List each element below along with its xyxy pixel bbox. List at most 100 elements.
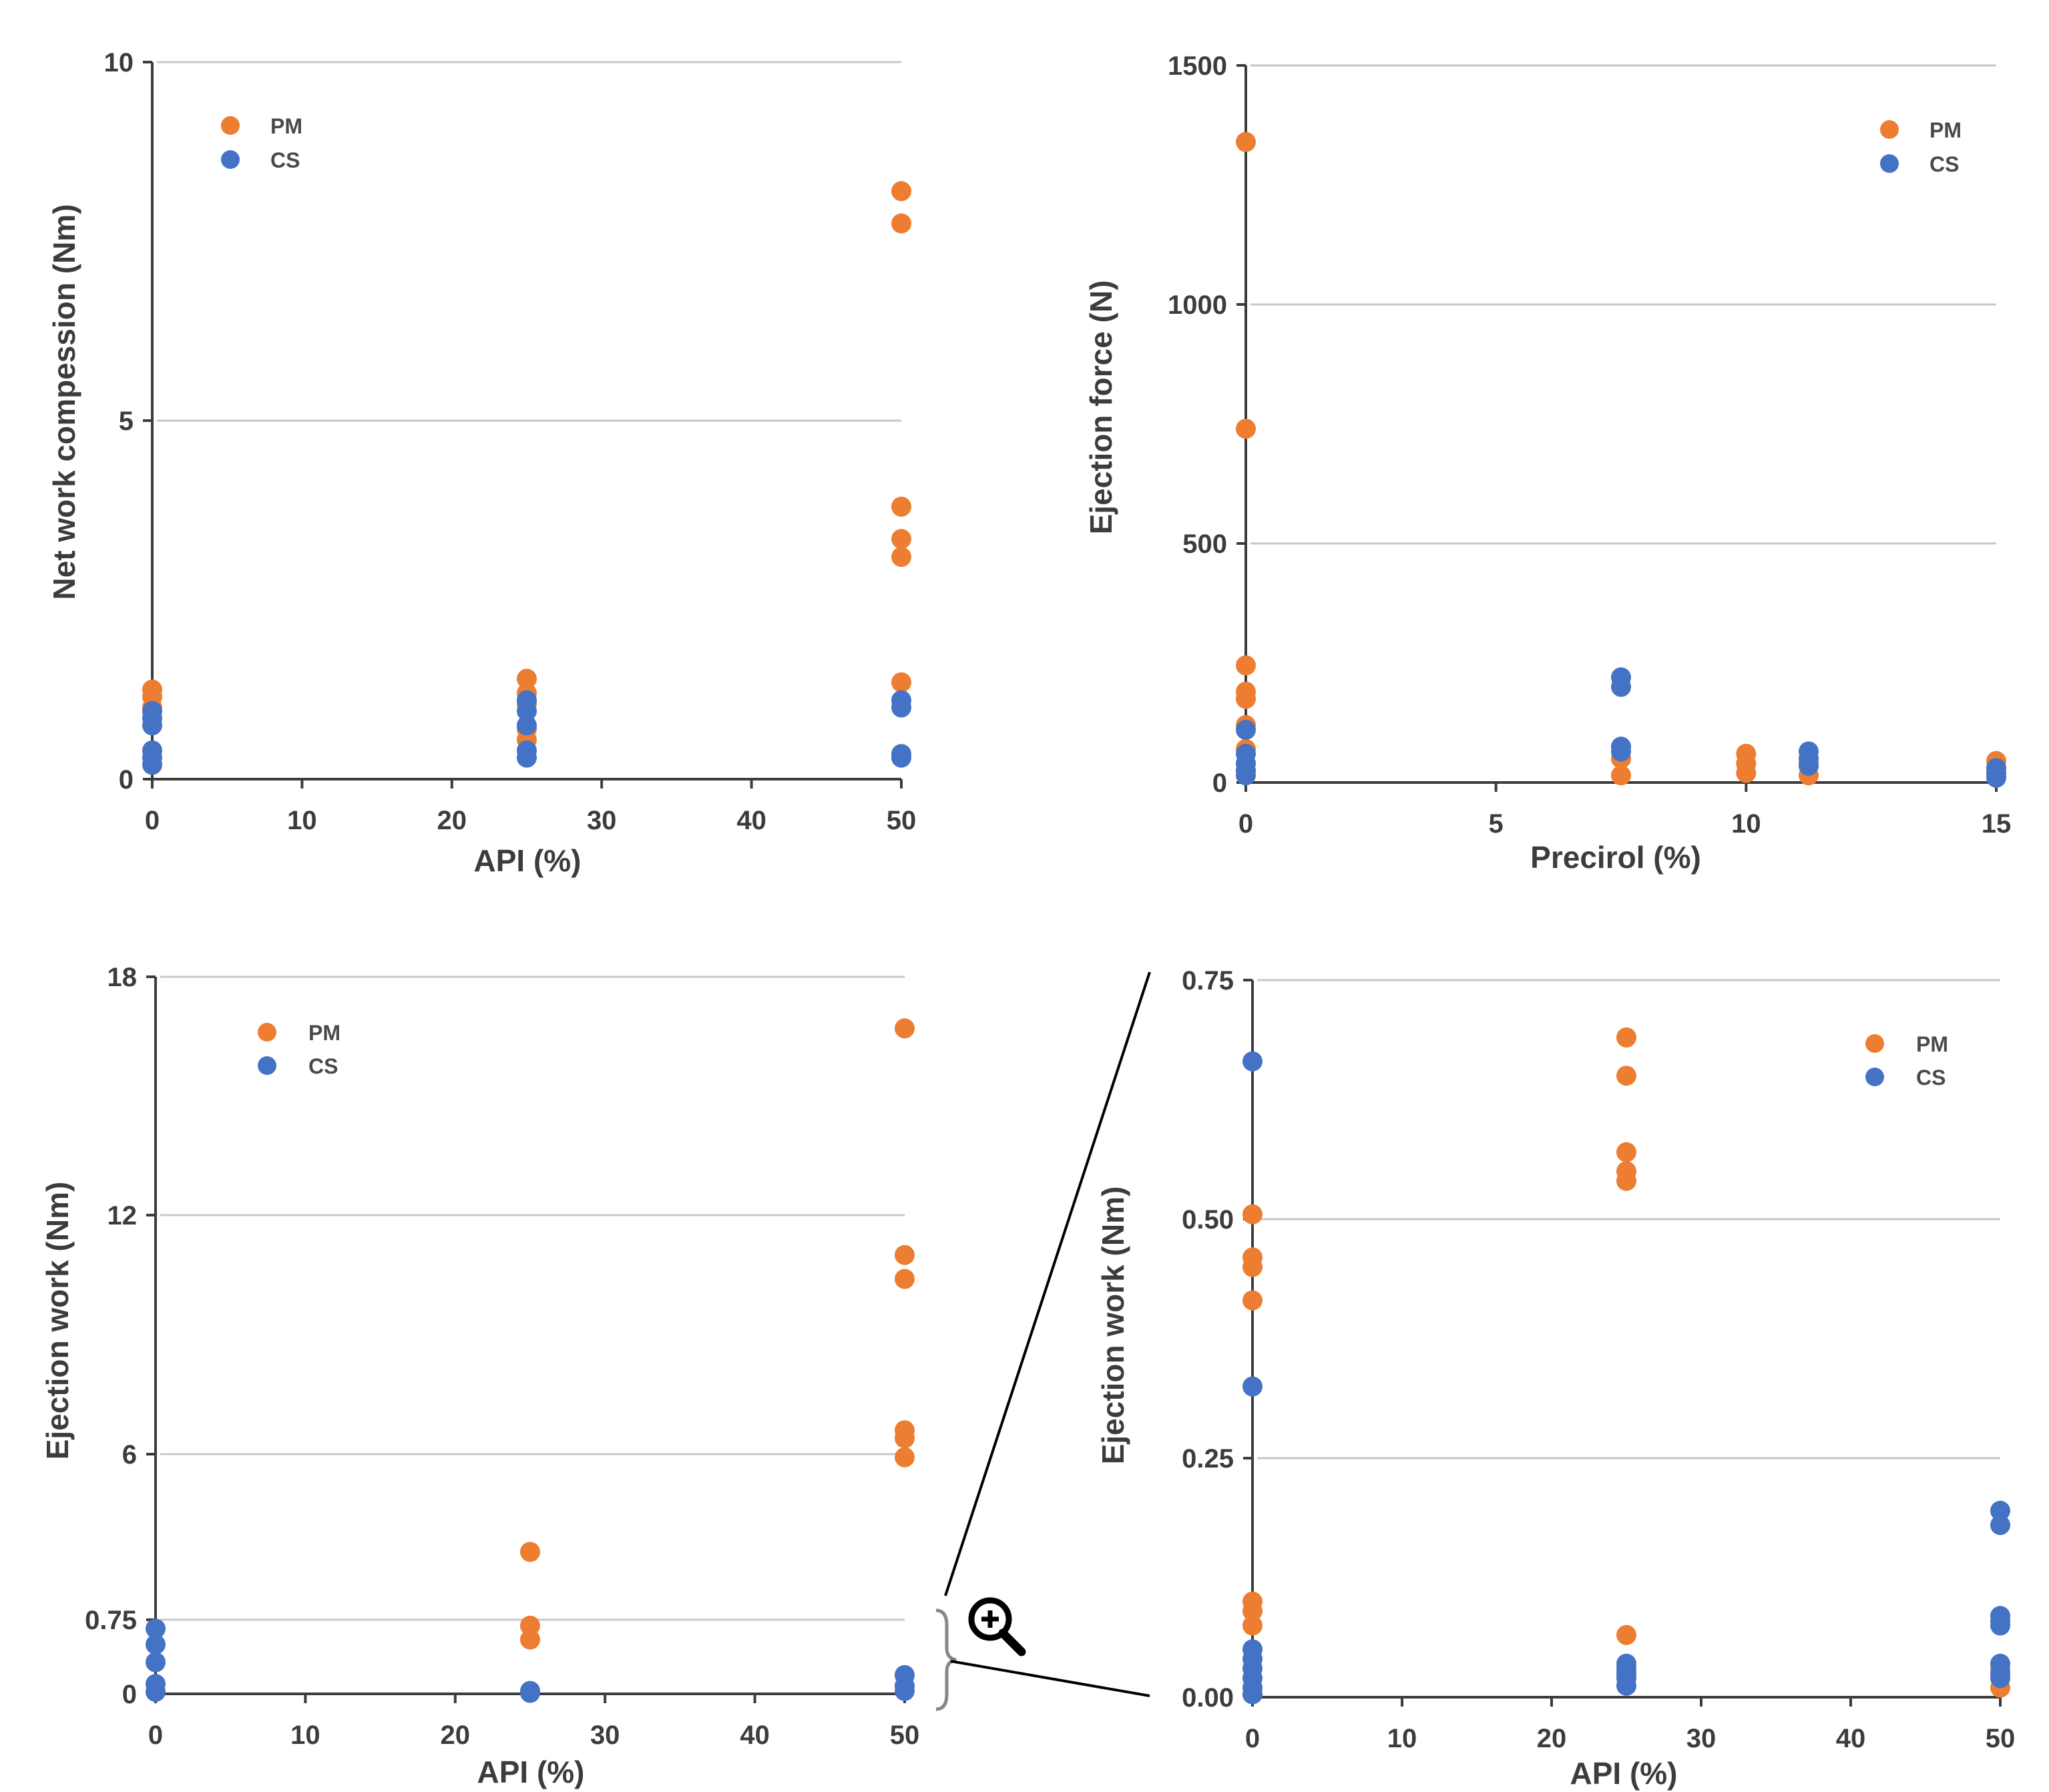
legend: PM CS: [1880, 118, 1962, 176]
data-point-pm: [891, 181, 911, 202]
legend-marker-pm: [258, 1023, 276, 1042]
y-tick-label: 12: [107, 1201, 138, 1230]
x-tick-label: 30: [1686, 1724, 1717, 1753]
data-point-pm: [891, 547, 911, 568]
x-tick-label: 20: [1537, 1724, 1567, 1753]
zoom-callout: [935, 971, 1151, 1711]
data-point-cs: [517, 715, 537, 736]
x-axis-label: API (%): [474, 843, 582, 878]
data-point-pm: [1236, 419, 1256, 439]
x-tick-label: 50: [1986, 1724, 2016, 1753]
panel-ejection-work: 0 0.75 6 12 18 0 10 20 30 40 50 API (%) Ejection w…: [40, 963, 919, 1789]
data-point-pm: [1242, 1257, 1263, 1277]
y-tick-label: 0.75: [1182, 966, 1234, 995]
data-point-pm: [891, 213, 911, 234]
data-point-pm: [1611, 765, 1631, 786]
data-point-cs: [891, 697, 911, 718]
magnifier-icon: [968, 1597, 1026, 1656]
y-tick-label: 5: [119, 407, 134, 436]
data-point-pm: [1616, 1066, 1636, 1086]
x-axis-label: API (%): [477, 1755, 585, 1789]
data-point-cs: [146, 1634, 166, 1654]
x-tick-label: 10: [1731, 809, 1761, 839]
y-tick-label: 0.25: [1182, 1444, 1234, 1474]
data-point-cs: [146, 1618, 166, 1639]
data-point-cs: [142, 715, 162, 736]
data-point-pm: [891, 529, 911, 549]
x-tick-label: 10: [290, 1721, 320, 1750]
legend: PM CS: [221, 114, 302, 172]
x-tick-label: 5: [1489, 809, 1504, 839]
data-points: [1242, 1027, 2010, 1705]
data-points: [1236, 132, 2006, 788]
x-axis-label: Precirol (%): [1530, 840, 1701, 875]
data-point-pm: [1236, 132, 1256, 152]
legend-marker-pm: [221, 116, 240, 135]
legend-label-cs: CS: [1916, 1066, 1946, 1090]
y-axis-label: Ejection work (Nm): [40, 1182, 75, 1460]
data-point-cs: [146, 1652, 166, 1672]
data-points: [142, 181, 911, 775]
data-point-cs: [1242, 1051, 1263, 1072]
legend: PM CS: [258, 1021, 340, 1078]
data-point-pm: [520, 1542, 540, 1562]
legend-marker-pm: [1865, 1034, 1884, 1053]
data-point-pm: [895, 1245, 915, 1265]
x-tick-label: 0: [148, 1721, 163, 1750]
data-point-cs: [517, 747, 537, 768]
x-tick-label: 15: [1982, 809, 2012, 839]
data-point-pm: [1616, 1027, 1636, 1048]
data-point-cs: [1990, 1500, 2010, 1521]
data-point-cs: [1990, 1668, 2010, 1689]
data-point-cs: [517, 701, 537, 721]
legend-marker-cs: [1865, 1068, 1884, 1086]
data-point-cs: [1986, 767, 2006, 788]
data-point-pm: [1242, 1290, 1263, 1311]
y-tick-label: 18: [107, 963, 138, 992]
data-point-cs: [1799, 755, 1819, 776]
x-tick-label: 50: [890, 1721, 920, 1750]
y-tick-label: 0: [122, 1680, 137, 1709]
x-tick-label: 0: [145, 806, 160, 835]
legend-marker-cs: [1880, 154, 1899, 173]
x-tick-label: 40: [1836, 1724, 1866, 1753]
legend-label-cs: CS: [308, 1054, 338, 1078]
zoom-connector-top: [944, 971, 1151, 1596]
data-point-pm: [1236, 655, 1256, 676]
data-point-cs: [520, 1683, 540, 1703]
y-tick-label: 0.00: [1182, 1683, 1234, 1713]
data-point-cs: [142, 754, 162, 775]
data-point-pm: [517, 668, 537, 689]
y-tick-label: 0: [119, 765, 134, 795]
data-point-cs: [895, 1681, 915, 1701]
panel-net-work-compression: 0 5 10 0 10 20 30 40 50 API (%) Net work compess…: [47, 48, 916, 878]
data-point-pm: [1242, 1615, 1263, 1636]
zoom-brace: [935, 1608, 957, 1711]
y-axis-label: Net work compession (Nm): [47, 204, 81, 600]
y-axis-label: Ejection work (Nm): [1096, 1186, 1130, 1465]
legend-label-pm: PM: [1929, 118, 1962, 142]
legend-marker-cs: [258, 1056, 276, 1075]
x-tick-label: 40: [736, 806, 766, 835]
data-points: [146, 1018, 915, 1703]
y-tick-label: 1500: [1168, 51, 1227, 81]
y-tick-label: 10: [104, 48, 134, 77]
data-point-cs: [1236, 765, 1256, 786]
x-tick-label: 20: [437, 806, 467, 835]
x-tick-label: 0: [1245, 1724, 1260, 1753]
x-tick-label: 40: [740, 1721, 770, 1750]
data-point-cs: [1990, 1515, 2010, 1536]
data-point-pm: [891, 496, 911, 517]
panel-ejection-work-zoom: 0.00 0.25 0.50 0.75 0 10 20 30 40 50 API (%) Ejec…: [1096, 966, 2015, 1791]
data-point-cs: [1611, 741, 1631, 762]
data-point-pm: [895, 1269, 915, 1289]
legend-label-pm: PM: [1916, 1032, 1948, 1056]
x-tick-label: 0: [1238, 809, 1253, 839]
data-point-cs: [1236, 720, 1256, 740]
legend-label-cs: CS: [1929, 152, 1959, 176]
y-tick-label: 1000: [1168, 290, 1227, 320]
x-tick-label: 30: [590, 1721, 620, 1750]
data-point-pm: [891, 672, 911, 692]
y-axis-label: Ejection force (N): [1084, 280, 1118, 535]
